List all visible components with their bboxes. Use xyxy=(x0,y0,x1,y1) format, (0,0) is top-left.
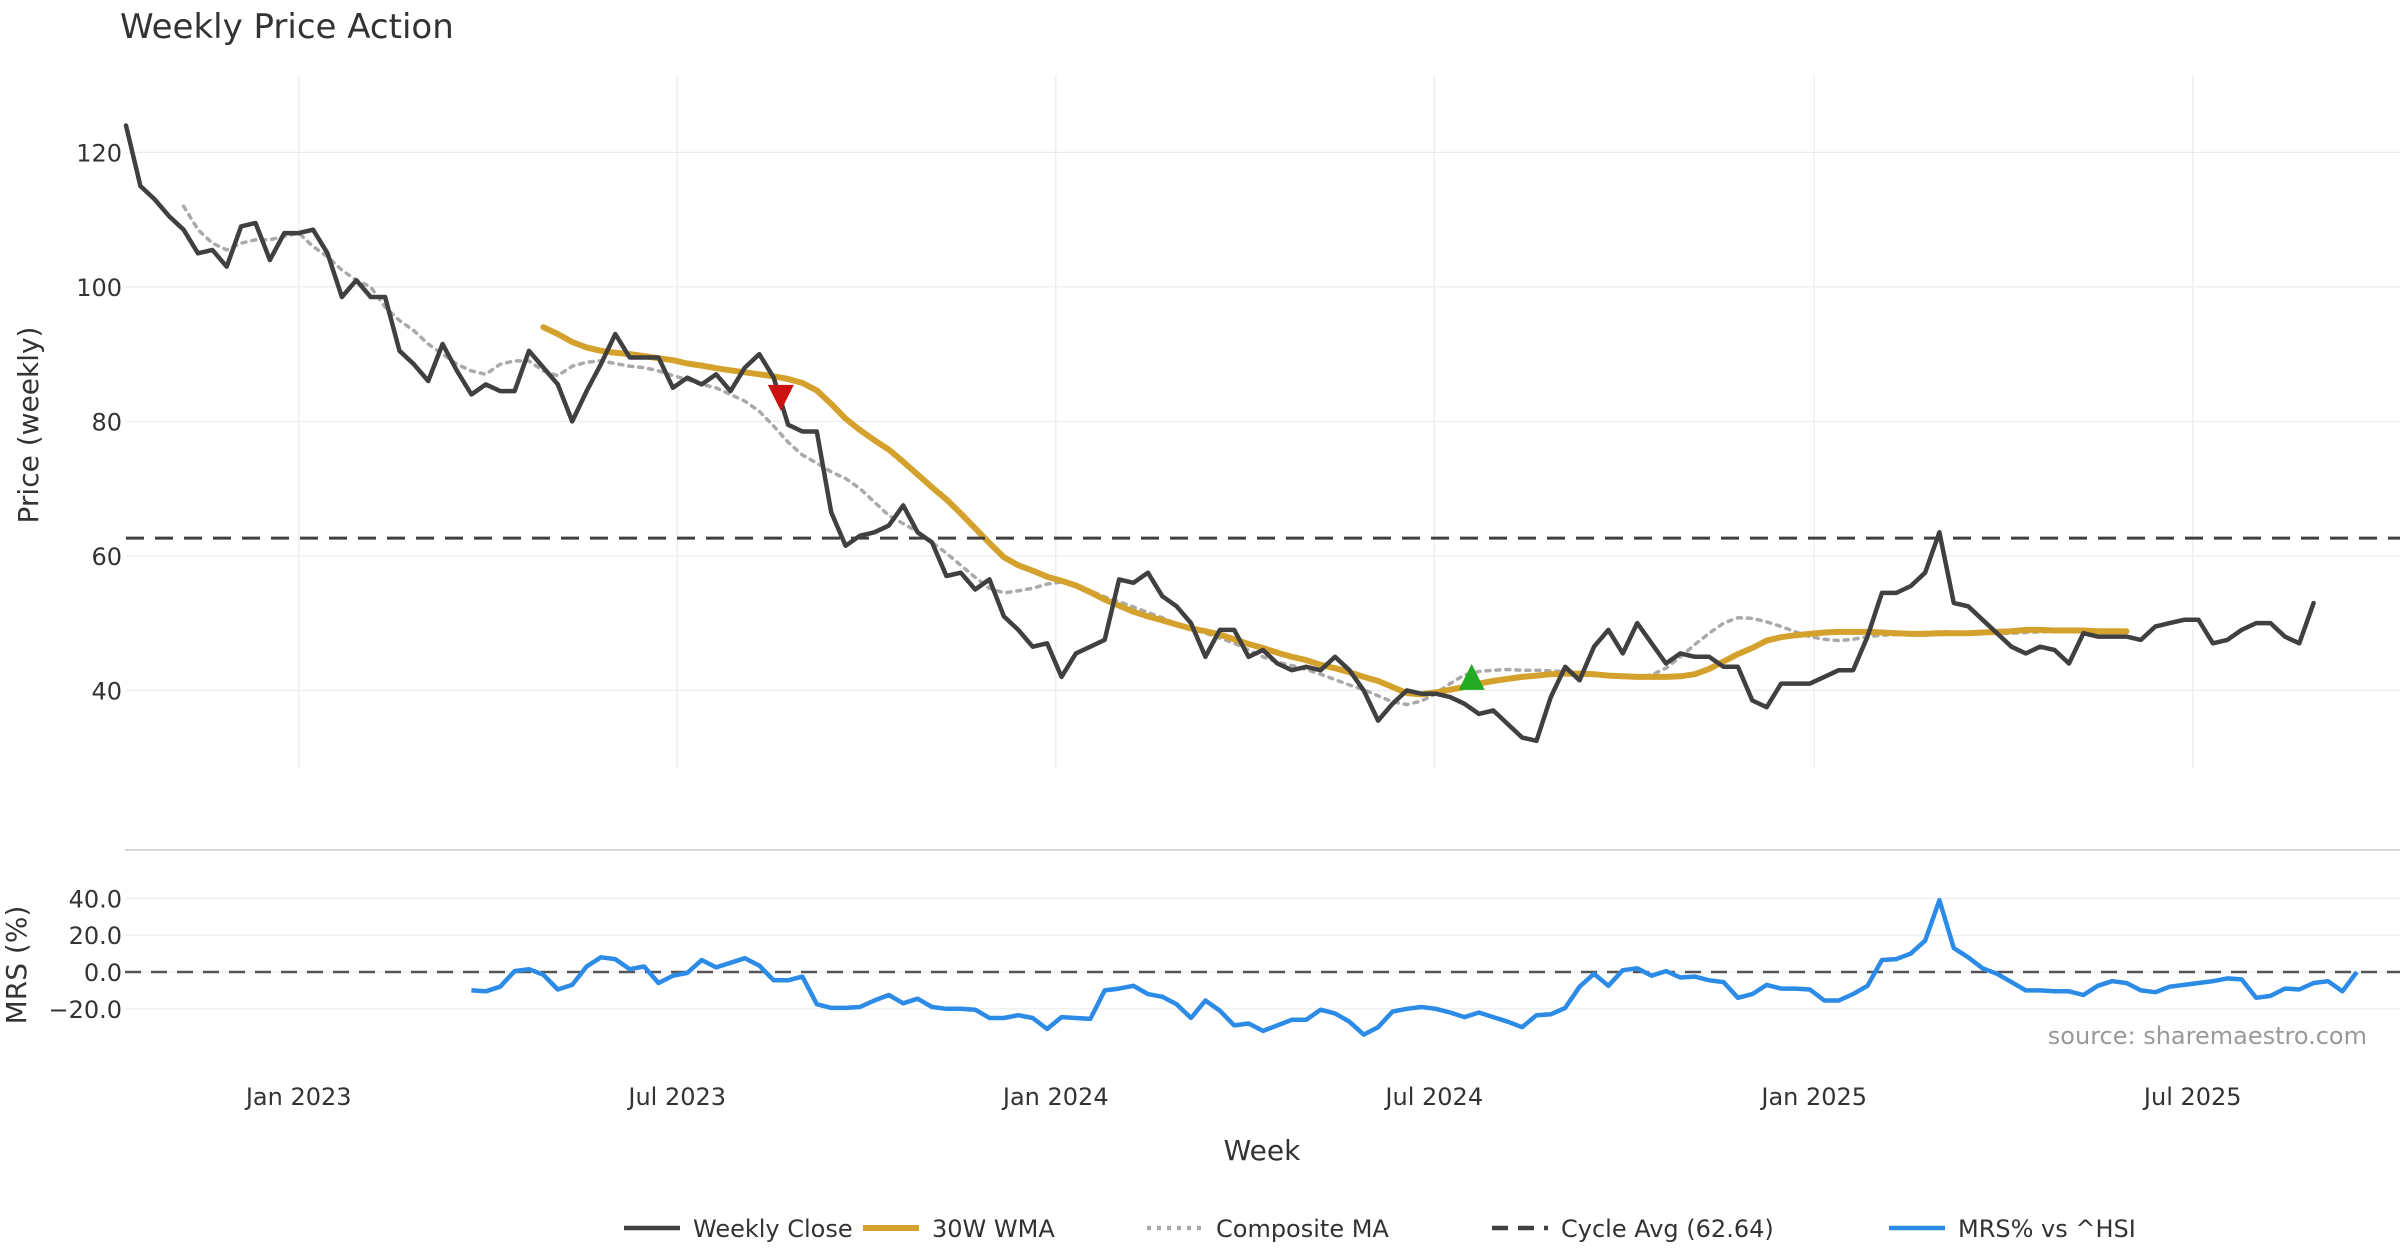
watermark: source: sharemaestro.com xyxy=(2048,1022,2367,1050)
chart-title: Weekly Price Action xyxy=(120,7,454,47)
buy-signal-marker xyxy=(1458,663,1485,690)
x-tick-label: Jan 2025 xyxy=(1759,1083,1867,1111)
x-tick-label: Jan 2023 xyxy=(244,1083,352,1111)
price-lines xyxy=(123,123,2400,744)
price-y-ticks: 40 60 80 100 120 xyxy=(76,139,122,705)
x-tick-label: Jan 2024 xyxy=(1001,1083,1109,1111)
legend-label-mrs: MRS% vs ^HSI xyxy=(1958,1215,2136,1243)
mrs-y-tick-label: 0.0 xyxy=(84,959,122,987)
price-y-tick-label: 120 xyxy=(76,139,122,167)
legend-label-close: Weekly Close xyxy=(693,1215,853,1243)
price-y-label: Price (weekly) xyxy=(12,327,45,524)
x-tick-label: Jul 2025 xyxy=(2142,1083,2242,1111)
price-y-tick-label: 40 xyxy=(91,677,122,705)
legend: Weekly Close 30W WMA Composite MA Cycle Avg… xyxy=(624,1215,2136,1243)
legend-label-cycle: Cycle Avg (62.64) xyxy=(1561,1215,1774,1243)
mrs-y-tick-label: 40.0 xyxy=(69,885,122,913)
series-mrs-line xyxy=(471,897,2359,1037)
mrs-y-label: MRS (%) xyxy=(0,906,33,1025)
x-tick-label: Jul 2023 xyxy=(626,1083,726,1111)
sell-signal-marker xyxy=(767,384,794,411)
mrs-y-tick-label: 20.0 xyxy=(69,922,122,950)
price-y-tick-label: 100 xyxy=(76,274,122,302)
mrs-y-ticks: −20.0 0.0 20.0 40.0 xyxy=(48,885,122,1023)
x-tick-label: Jul 2024 xyxy=(1383,1083,1483,1111)
x-axis-label: Week xyxy=(1224,1134,1301,1167)
legend-label-wma: 30W WMA xyxy=(932,1215,1055,1243)
series-30w-wma-line xyxy=(540,324,2130,698)
price-grid xyxy=(126,75,2400,768)
x-ticks: Jan 2023 Jul 2023 Jan 2024 Jul 2024 Jan 2025… xyxy=(244,1083,2242,1111)
price-y-tick-label: 80 xyxy=(91,408,122,436)
mrs-lines xyxy=(471,897,2359,1037)
series-weekly-close-line xyxy=(123,123,2316,744)
price-markers xyxy=(767,384,1485,690)
mrs-y-tick-label: −20.0 xyxy=(48,996,122,1024)
price-panel: 40 60 80 100 120 Price (weekly) xyxy=(12,75,2400,768)
legend-label-composite: Composite MA xyxy=(1216,1215,1389,1243)
series-composite-ma-line xyxy=(181,204,2071,707)
price-y-tick-label: 60 xyxy=(91,543,122,571)
mrs-panel: −20.0 0.0 20.0 40.0 MRS (%) source: sharema… xyxy=(0,849,2400,1050)
